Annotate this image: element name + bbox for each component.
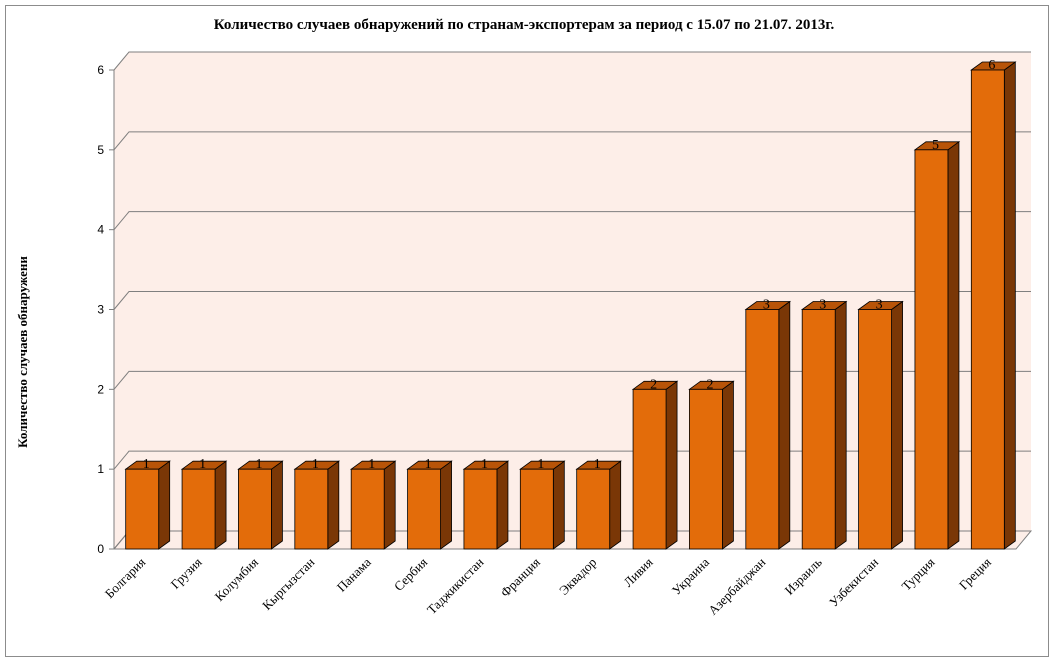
bar xyxy=(744,300,792,550)
x-tick-label: Ливия xyxy=(620,555,655,590)
data-label: 3 xyxy=(876,298,883,313)
gridline xyxy=(113,51,1031,71)
bar-front xyxy=(407,468,441,550)
bar-front xyxy=(125,468,160,550)
data-label: 1 xyxy=(312,457,319,472)
data-label: 2 xyxy=(650,377,657,392)
bar-front xyxy=(801,309,836,550)
x-tick-label: Болгария xyxy=(102,555,149,602)
bar-front xyxy=(632,388,667,550)
bar-side xyxy=(778,300,791,550)
bar-side xyxy=(440,460,452,550)
y-tick-label: 5 xyxy=(97,143,104,157)
y-tick-label: 3 xyxy=(97,303,104,317)
bar-front xyxy=(463,468,498,550)
bar-side xyxy=(609,460,622,550)
x-tick-label: Израиль xyxy=(782,554,825,597)
gridline xyxy=(113,211,1031,230)
bar xyxy=(800,300,848,550)
bar-front xyxy=(294,468,329,550)
data-label: 1 xyxy=(481,457,488,472)
bar-side xyxy=(947,141,960,550)
bars: 1 1 1 1 1 1 1 1 1 2 2 3 3 3 5 6 xyxy=(124,58,1017,550)
x-tick-label: Сербия xyxy=(391,555,430,594)
data-label: 1 xyxy=(199,457,206,472)
bar-front xyxy=(350,468,385,550)
bar-side xyxy=(496,460,509,550)
bar xyxy=(180,460,228,550)
x-tick-label: Колумбия xyxy=(212,555,261,604)
data-label: 1 xyxy=(425,457,432,472)
data-label: 2 xyxy=(706,377,713,392)
x-tick-label: Грузия xyxy=(167,555,204,592)
bar-front xyxy=(745,309,780,550)
x-tick-label: Азербайджан xyxy=(705,554,768,617)
bar xyxy=(519,460,566,550)
bar-side xyxy=(214,460,227,550)
y-tick-label: 1 xyxy=(97,462,104,476)
data-label: 6 xyxy=(988,58,995,73)
bar-front xyxy=(689,388,723,550)
x-tick-label: Франция xyxy=(497,555,543,601)
y-tick-label: 2 xyxy=(97,382,104,396)
bar-side xyxy=(271,460,283,550)
bar xyxy=(631,380,679,550)
bar-front xyxy=(181,468,216,550)
bar-side xyxy=(383,460,396,550)
bar xyxy=(462,460,510,550)
x-tick-label: Эквадор xyxy=(556,555,599,598)
bar xyxy=(857,300,904,550)
bar-front xyxy=(576,468,611,550)
x-tick-label: Украина xyxy=(669,554,713,598)
bar xyxy=(575,460,622,550)
bar xyxy=(688,380,735,550)
data-label: 5 xyxy=(932,138,939,153)
bar xyxy=(293,460,341,550)
bar-side xyxy=(665,380,678,550)
chart-title: Количество случаев обнаружений по страна… xyxy=(214,17,835,33)
x-tick-label: Узбекистан xyxy=(826,554,881,609)
bar xyxy=(237,460,284,550)
gridline xyxy=(113,370,1031,390)
y-axis-ticks: 0 1 2 3 4 5 6 xyxy=(97,63,114,556)
bar xyxy=(406,460,453,550)
y-axis-title: Количество случаев обнаружени xyxy=(15,256,30,448)
bar-side xyxy=(1003,61,1016,550)
data-label: 1 xyxy=(143,457,150,472)
y-tick-label: 6 xyxy=(97,63,104,77)
data-label: 1 xyxy=(594,457,601,472)
data-label: 3 xyxy=(819,298,826,313)
bar-side xyxy=(722,380,734,550)
bar-side xyxy=(891,300,903,550)
bar xyxy=(124,460,171,550)
bar-front xyxy=(914,149,949,550)
y-tick-label: 4 xyxy=(97,223,104,237)
x-tick-label: Таджикистан xyxy=(424,554,487,617)
x-tick-label: Кыргызстан xyxy=(259,554,317,612)
bar-front xyxy=(858,309,892,550)
bar-front xyxy=(970,69,1005,550)
gridline xyxy=(113,291,1031,310)
x-tick-label: Греция xyxy=(956,555,994,593)
bar-side xyxy=(158,460,171,550)
x-tick-label: Панама xyxy=(334,554,374,594)
data-label: 1 xyxy=(537,457,544,472)
bar xyxy=(349,460,397,550)
bar xyxy=(913,141,961,550)
data-label: 1 xyxy=(368,457,375,472)
bar xyxy=(970,61,1017,550)
bar-side xyxy=(834,300,847,550)
bar-front xyxy=(519,468,554,550)
data-label: 1 xyxy=(255,457,262,472)
bar-side xyxy=(327,460,340,550)
data-label: 3 xyxy=(763,298,770,313)
bar-side xyxy=(552,460,565,550)
x-tick-label: Турция xyxy=(899,555,938,594)
y-tick-label: 0 xyxy=(97,542,104,556)
gridline xyxy=(113,131,1031,151)
bar-front xyxy=(238,468,272,550)
